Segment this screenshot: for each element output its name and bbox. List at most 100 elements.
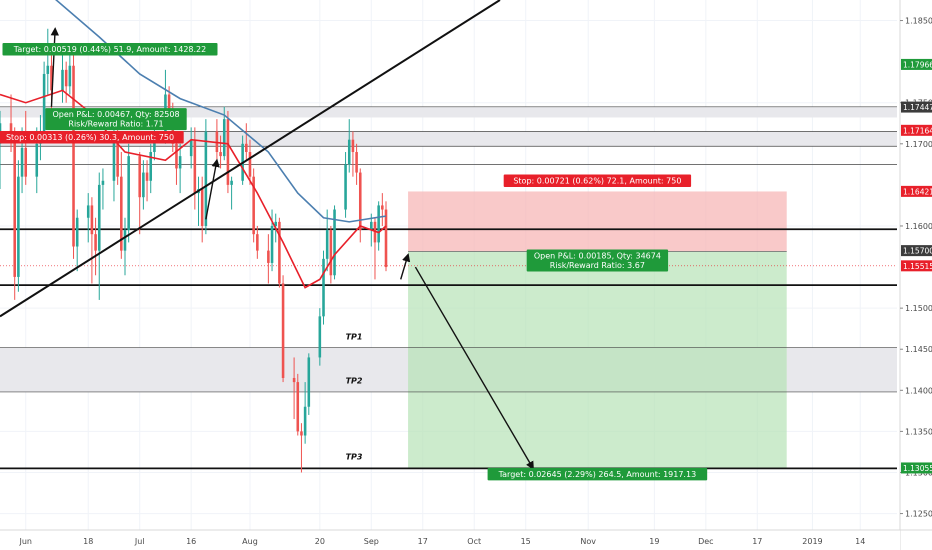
long-pnl-label: Open P&L: 0.00467, Qty: 82508Risk/Reward… [45,108,187,131]
time-axis[interactable]: Jun 18 Jul 16 Aug 20 Sep 17 Oct 15 Nov 19 Dec 17 2019 1… [0,529,932,550]
time-tick-label: Oct [467,537,481,546]
price-badge: 1.17447 [901,101,932,113]
candle-body [248,152,252,177]
label-text: Open P&L: 0.00467, Qty: 82508 [52,110,179,119]
candle-body [193,139,197,194]
candle-body [303,406,307,436]
candle-body [204,131,208,226]
candle-body [358,172,362,231]
time-tick-label: 17 [752,537,762,546]
trendline[interactable] [0,0,501,318]
candle-body [20,147,24,177]
candle-body [270,225,274,263]
candle-body [64,69,68,87]
sma-red-line [0,89,387,289]
short-position-tool[interactable] [0,191,897,469]
candle-body [281,283,285,378]
candle-body [149,152,153,181]
price-axis-bg [900,0,932,550]
tp-label: TP3 [346,452,363,461]
candle-body [94,234,97,251]
candle-body [296,382,300,432]
candle-body [384,209,388,268]
long-stop-label: Stop: 0.00313 (0.26%) 30.3, Amount: 750 [0,130,184,144]
time-tick-label: 14 [855,537,865,546]
candle-body [46,65,50,74]
candle-body [13,139,16,277]
time-tick-label: Sep [364,537,379,546]
short-stop-label: Stop: 0.00721 (0.62%) 72.1, Amount: 750 [503,174,692,188]
time-tick-label: 15 [521,537,531,546]
short-pnl-label: Open P&L: 0.00185, Qty: 34674Risk/Reward… [526,249,669,272]
candle-body [252,176,255,235]
candle-body [167,94,171,111]
time-tick-label: Jul [134,537,145,546]
candle-body [215,131,219,153]
price-badge-text: 1.16421 [903,187,932,196]
candle-body [50,65,53,91]
candle-body [370,221,373,231]
tp-label: TP2 [346,377,363,386]
price-badge-text: 1.15700 [903,247,932,256]
candle-body [112,139,116,181]
candle-body [256,234,259,251]
candle-body [318,316,322,358]
candle-body [101,180,105,185]
candle-body [123,230,127,251]
price-badge-text: 1.17966 [903,60,932,69]
candle-body [142,172,145,198]
tp-labels: TP1 TP2 TP3 [346,332,363,461]
price-tick-label: 1.16000 [905,222,932,231]
candle-body [189,139,193,157]
candles [0,28,388,473]
candle-body [292,377,296,383]
candle-body [307,357,311,407]
candle-body [120,176,123,251]
candle-body [175,143,178,169]
candle-body [219,152,222,157]
price-badge: 1.16421 [901,185,932,197]
candle-body [226,119,230,185]
candle-body [344,164,347,210]
label-text: Target: 0.00519 (0.44%) 51.9, Amount: 14… [13,45,206,54]
ascending-trendline[interactable] [0,0,501,318]
candle-body [377,205,380,243]
short-target-label: Target: 0.02645 (2.29%) 264.5, Amount: 1… [487,467,708,481]
candle-body [333,209,336,276]
price-badge: 1.15700 [901,245,932,257]
candle-body [381,205,384,210]
time-tick-label: 2019 [802,537,822,546]
candle-body [86,205,90,218]
price-badge: 1.15515 [901,260,932,272]
candle-body [278,221,281,284]
candle-body [373,221,377,243]
candle-body [61,69,64,91]
candle-body [75,217,79,247]
time-tick-label: Jun [18,537,32,546]
tp-label: TP1 [346,332,363,341]
label-text: Target: 0.02645 (2.29%) 264.5, Amount: 1… [498,470,697,479]
candle-body [245,143,248,153]
position-labels: Target: 0.00519 (0.44%) 51.9, Amount: 14… [0,43,708,481]
candle-body [90,205,94,235]
candle-body [230,180,233,185]
candle-body [42,73,46,132]
time-tick-label: Nov [580,537,596,546]
price-badge: 1.17966 [901,58,932,70]
price-axis[interactable]: 1.185001.175001.170001.160001.150001.145… [899,0,932,550]
label-text: Stop: 0.00313 (0.26%) 30.3, Amount: 750 [6,133,174,142]
price-badge: 1.13055 [901,462,932,474]
label-text: Risk/Reward Ratio: 1.71 [68,120,163,129]
price-badge-text: 1.17447 [903,103,932,112]
price-tick-label: 1.14000 [905,386,932,395]
candle-body [200,188,204,226]
price-badge-text: 1.15515 [903,262,932,271]
candle-body [116,139,119,177]
price-badge: 1.17164 [901,124,932,136]
price-tick-label: 1.15000 [905,304,932,313]
candle-body [138,156,141,198]
time-tick-label: 18 [83,537,93,546]
price-badge-text: 1.13055 [903,464,932,473]
candle-body [24,147,28,177]
